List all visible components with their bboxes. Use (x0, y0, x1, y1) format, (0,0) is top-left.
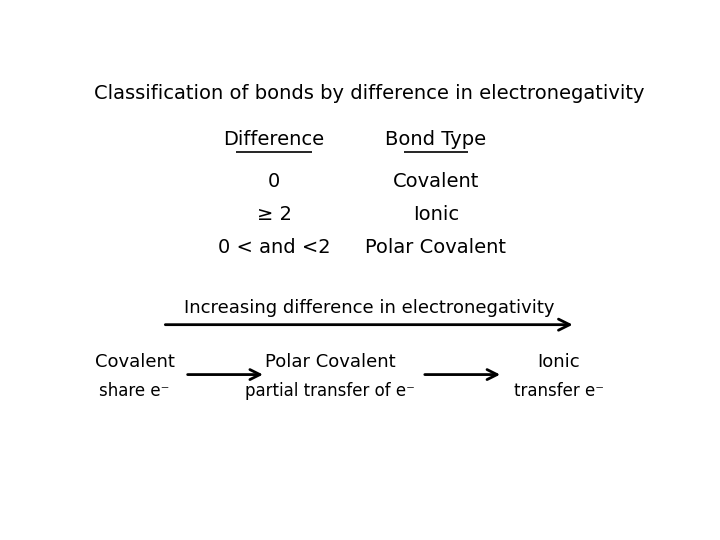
Text: Polar Covalent: Polar Covalent (265, 353, 395, 371)
Text: Increasing difference in electronegativity: Increasing difference in electronegativi… (184, 299, 554, 317)
Text: 0 < and <2: 0 < and <2 (218, 238, 330, 257)
Text: Bond Type: Bond Type (385, 130, 487, 149)
Text: transfer e⁻: transfer e⁻ (514, 382, 603, 400)
Text: Ionic: Ionic (537, 353, 580, 371)
Text: Covalent: Covalent (393, 172, 479, 191)
Text: Covalent: Covalent (95, 353, 174, 371)
Text: Ionic: Ionic (413, 205, 459, 224)
Text: 0: 0 (268, 172, 280, 191)
Text: share e⁻: share e⁻ (99, 382, 170, 400)
Text: Difference: Difference (224, 130, 325, 149)
Text: Polar Covalent: Polar Covalent (366, 238, 506, 257)
Text: partial transfer of e⁻: partial transfer of e⁻ (245, 382, 415, 400)
Text: ≥ 2: ≥ 2 (256, 205, 292, 224)
Text: Classification of bonds by difference in electronegativity: Classification of bonds by difference in… (94, 84, 644, 103)
